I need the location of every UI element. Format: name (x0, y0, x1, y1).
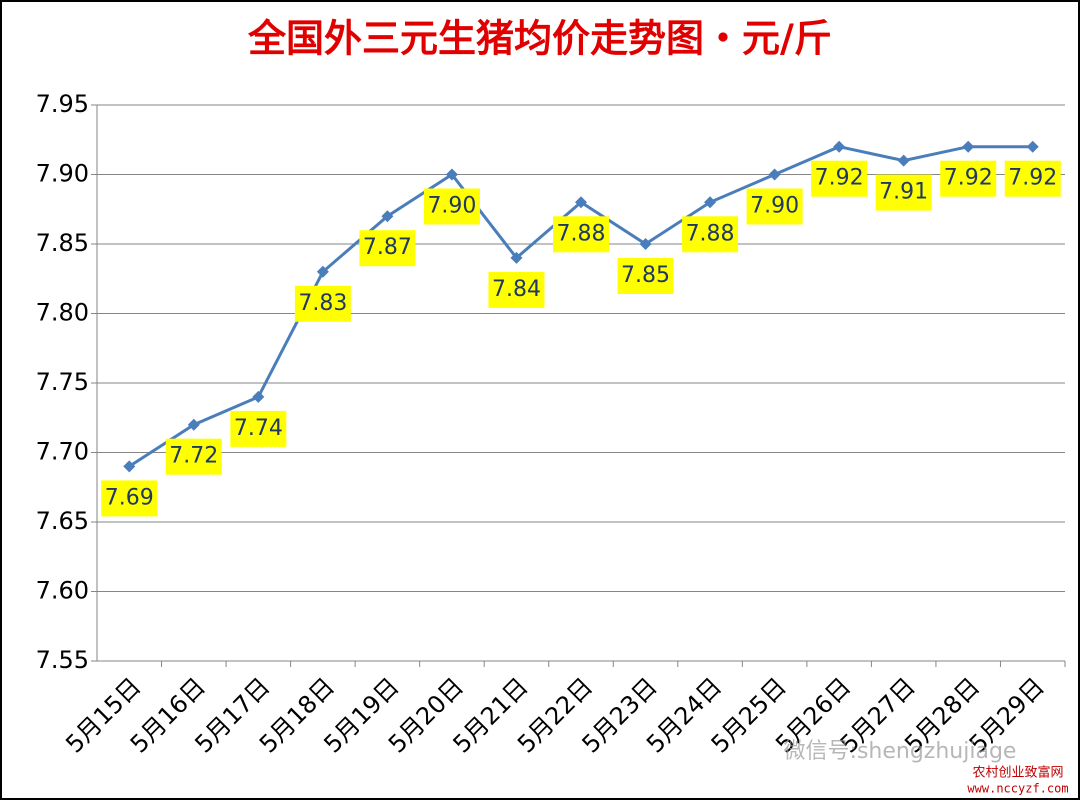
value-label: 7.92 (944, 166, 993, 191)
point (445, 168, 458, 181)
y-tick-label: 7.65 (36, 507, 89, 535)
watermark: 微信号:shengzhujiage (784, 739, 1017, 764)
value-label: 7.88 (686, 221, 735, 246)
y-tick-label: 7.55 (36, 646, 89, 674)
value-label-box (165, 438, 222, 475)
value-label-box (553, 216, 609, 253)
y-tick-label: 7.80 (36, 299, 89, 327)
point (768, 168, 781, 181)
source: 农村创业致富网 (972, 765, 1063, 781)
y-tick-label: 7.60 (36, 577, 89, 605)
value-label: 7.90 (750, 194, 799, 219)
value-label-box (811, 160, 868, 197)
point (962, 140, 975, 153)
point (639, 238, 652, 250)
y-tick-label: 7.85 (36, 229, 89, 257)
source-box (960, 764, 1076, 796)
value-label: 7.92 (1008, 166, 1057, 191)
value-label-box (875, 174, 932, 211)
value-label-box (294, 285, 351, 322)
point (897, 154, 910, 167)
value-label: 7.72 (169, 444, 218, 469)
point (833, 140, 846, 153)
value-label: 7.91 (879, 180, 928, 205)
point (123, 460, 136, 473)
point (1026, 140, 1039, 153)
value-label-box (423, 188, 480, 225)
value-label-box (617, 258, 674, 294)
value-label: 7.87 (363, 235, 412, 260)
value-label-box (682, 216, 739, 253)
value-label: 7.90 (427, 194, 476, 219)
value-label: 7.85 (621, 263, 670, 288)
value-label-box (488, 271, 545, 308)
value-label: 7.83 (298, 291, 347, 316)
value-label-box (359, 230, 416, 267)
value-label: 7.88 (557, 221, 606, 246)
source-url: www.nccyzf.com (967, 782, 1068, 796)
value-label-box (940, 160, 997, 197)
point (187, 418, 200, 431)
point (316, 265, 329, 278)
value-label: 7.74 (234, 416, 283, 441)
value-label-box (746, 188, 803, 225)
point (381, 210, 394, 223)
point (704, 196, 717, 209)
value-label-box (101, 480, 158, 517)
point (252, 390, 265, 403)
value-label-box (1004, 160, 1061, 197)
chart-title: 全国外三元生猪均价走势图・元/斤 (247, 16, 832, 61)
y-tick-label: 7.70 (36, 438, 89, 466)
value-label: 7.84 (492, 277, 541, 302)
y-tick-label: 7.75 (36, 368, 89, 396)
y-tick-label: 7.95 (36, 90, 89, 118)
y-tick-label: 7.90 (36, 160, 89, 188)
point (510, 251, 523, 264)
point (575, 196, 587, 209)
value-label: 7.92 (815, 166, 864, 191)
value-label: 7.69 (105, 485, 154, 510)
value-label-box (230, 410, 287, 447)
